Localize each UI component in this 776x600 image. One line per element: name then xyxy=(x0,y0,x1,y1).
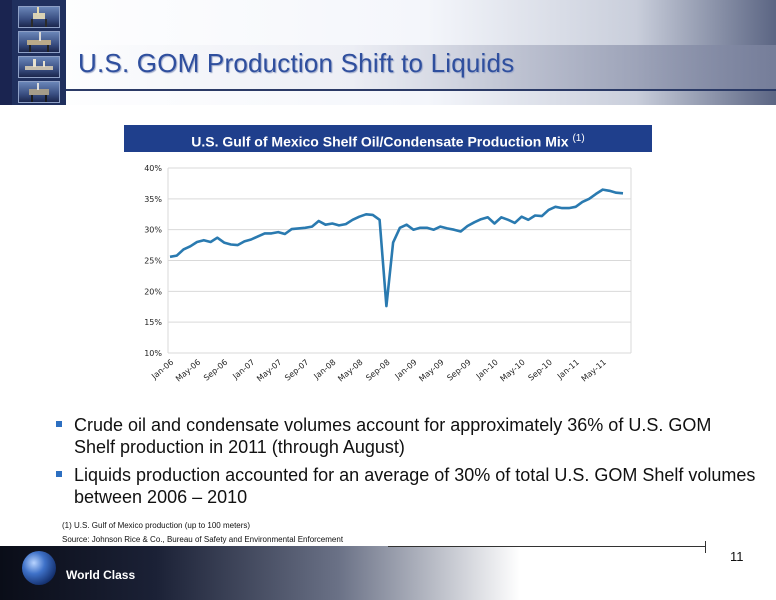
bullet-item: Liquids production accounted for an aver… xyxy=(56,464,756,508)
chart-title: U.S. Gulf of Mexico Shelf Oil/Condensate… xyxy=(191,133,569,150)
x-tick-label: Jan-10 xyxy=(474,358,500,382)
x-tick-label: Jan-06 xyxy=(149,358,175,382)
x-tick-label: Jan-11 xyxy=(555,358,581,382)
footnote-source: Source: Johnson Rice & Co., Bureau of Sa… xyxy=(62,535,344,544)
bullet-item: Crude oil and condensate volumes account… xyxy=(56,414,756,458)
x-tick-label: May-09 xyxy=(417,358,445,384)
bullet-text: Liquids production accounted for an aver… xyxy=(74,465,756,507)
x-tick-label: May-11 xyxy=(580,358,608,384)
x-tick-label: Sep-09 xyxy=(445,358,472,383)
oil-rig-photo xyxy=(18,56,60,78)
header-accent-bar xyxy=(0,0,12,105)
series-line xyxy=(169,188,624,308)
bullet-square-icon xyxy=(56,421,62,427)
y-axis-tick-labels: 40% 35% 30% 25% 20% 15% 10% xyxy=(144,164,162,358)
slide-header: U.S. GOM Production Shift to Liquids xyxy=(0,0,776,105)
x-tick-label: Sep-07 xyxy=(283,358,310,383)
bullet-text: Crude oil and condensate volumes account… xyxy=(74,415,712,457)
y-tick-label: 25% xyxy=(144,257,162,266)
photo-strip xyxy=(12,0,66,105)
series-line-layer xyxy=(169,188,624,308)
title-band xyxy=(66,45,776,91)
page-title: U.S. GOM Production Shift to Liquids xyxy=(78,48,515,78)
y-tick-label: 40% xyxy=(144,164,162,173)
x-tick-label: May-07 xyxy=(255,358,283,384)
x-tick-label: May-08 xyxy=(336,358,364,384)
x-tick-label: Jan-07 xyxy=(230,358,256,382)
y-tick-label: 15% xyxy=(144,318,162,327)
x-tick-label: Sep-06 xyxy=(202,358,229,383)
y-tick-label: 20% xyxy=(144,287,162,296)
x-tick-label: May-06 xyxy=(174,358,202,384)
globe-icon xyxy=(22,551,56,585)
chart-title-footnote-ref: (1) xyxy=(572,133,585,144)
oil-rig-photo xyxy=(18,6,60,28)
oil-rig-photo xyxy=(18,81,60,103)
oil-rig-photo xyxy=(18,31,60,53)
page-number: 11 xyxy=(730,549,744,564)
bullet-square-icon xyxy=(56,471,62,477)
footer-rule xyxy=(388,546,706,547)
y-tick-label: 35% xyxy=(144,195,162,204)
slide-footer xyxy=(0,546,520,600)
chart-title-bar: U.S. Gulf of Mexico Shelf Oil/Condensate… xyxy=(124,125,652,152)
y-tick-label: 10% xyxy=(144,349,162,358)
x-tick-label: Sep-08 xyxy=(364,358,391,383)
footer-rule-tick xyxy=(705,541,706,553)
x-tick-label: Jan-09 xyxy=(393,358,419,382)
footer-brand: World Class xyxy=(66,568,136,582)
chart-gridlines xyxy=(167,167,632,354)
footnote-definition: (1) U.S. Gulf of Mexico production (up t… xyxy=(62,521,251,530)
x-tick-label: May-10 xyxy=(499,358,527,384)
y-tick-label: 30% xyxy=(144,226,162,235)
x-tick-label: Jan-08 xyxy=(312,358,338,382)
x-tick-label: Sep-10 xyxy=(527,358,554,383)
bullet-list: Crude oil and condensate volumes account… xyxy=(56,414,756,514)
